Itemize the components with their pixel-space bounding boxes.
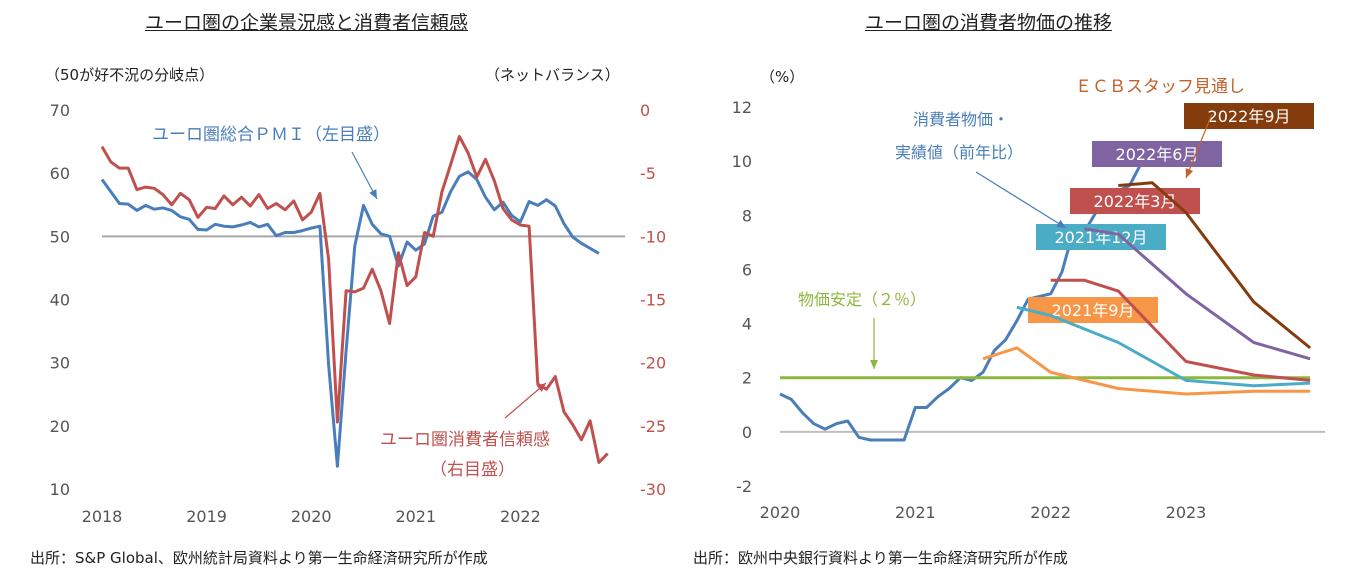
annotation-cpi-arrow-head [1056, 219, 1066, 228]
y-tick-right-0: 0 [640, 101, 650, 120]
y-tick--2: -2 [736, 477, 752, 496]
y-tick-right--15: -15 [640, 291, 666, 310]
right-axis-unit: （ネットバランス） [485, 66, 620, 84]
left-axis-unit: （50が好不況の分岐点） [45, 66, 214, 84]
x-tick-2021: 2021 [395, 507, 436, 526]
source-note-left: 出所：S&P Global、欧州統計局資料より第一生命経済研究所が作成 [30, 549, 488, 567]
projection-2022-6-label: 2022年6月 [1116, 145, 1199, 164]
y-tick-right--25: -25 [640, 417, 666, 436]
chart-left-plot: （50が好不況の分岐点） （ネットバランス） 70 60 50 40 30 20 10 0 -5 -1… [45, 66, 666, 526]
y-tick-left-50: 50 [50, 227, 70, 246]
chart-right-plot: （%） 12 10 8 6 4 2 0 -2 2020 2021 2022 2023 2021年9月 202… [732, 68, 1325, 522]
projection-2021-12-label: 2021年12月 [1054, 228, 1147, 247]
annotation-confidence-arrow-head [536, 383, 546, 392]
annotation-cpi-arrow [975, 171, 1067, 229]
projection-2022-3-line [1050, 278, 1311, 382]
y-tick-left-40: 40 [50, 291, 70, 310]
chart-title-left: ユーロ圏の企業景況感と消費者信頼感 [145, 12, 469, 34]
y-tick-left-30: 30 [50, 354, 70, 373]
projection-2022-9-label-box [1184, 103, 1314, 129]
y-tick-2: 2 [742, 369, 752, 388]
annotation-pmi: ユーロ圏総合ＰＭＩ（左目盛） [152, 125, 390, 145]
y-tick-left-60: 60 [50, 164, 70, 183]
x-tick-2018: 2018 [82, 507, 123, 526]
projection-2021-9-label: 2021年9月 [1052, 301, 1135, 320]
annotation-confidence-2: （右目盛） [430, 460, 515, 480]
x-tick-2019: 2019 [186, 507, 227, 526]
projection-2021-12-label-box [1036, 224, 1166, 250]
y-tick-0: 0 [742, 423, 752, 442]
y-tick-8: 8 [742, 206, 752, 225]
y-tick-left-70: 70 [50, 101, 70, 120]
annotation-ecb-arrow-head [1185, 168, 1194, 178]
y-tick-right--5: -5 [640, 164, 656, 183]
y-tick-10: 10 [732, 152, 752, 171]
projection-2022-9-line [1118, 181, 1312, 350]
annotation-ecb-arrow [1185, 113, 1213, 179]
x-tick-2022: 2022 [500, 507, 541, 526]
series-consumer-confidence-line [100, 135, 609, 464]
series-pmi-line [100, 170, 600, 468]
chart-panel-right: ユーロ圏の消費者物価の推移 （%） 12 10 8 6 4 2 0 -2 2020 2021 2022… [680, 0, 1360, 582]
y-tick-right--20: -20 [640, 354, 666, 373]
projection-2022-3-label-box [1070, 188, 1200, 214]
source-note-right: 出所：欧州中央銀行資料より第一生命経済研究所が作成 [693, 549, 1068, 567]
x-tick-2020: 2020 [760, 503, 801, 522]
x-tick-2021: 2021 [895, 503, 936, 522]
y-tick-right--10: -10 [640, 227, 666, 246]
y-tick-4: 4 [742, 315, 752, 334]
chart-panel-left: ユーロ圏の企業景況感と消費者信頼感 （50が好不況の分岐点） （ネットバランス） 7… [30, 12, 666, 567]
y-tick-left-20: 20 [50, 417, 70, 436]
y-tick-left-10: 10 [50, 480, 70, 499]
y-tick-12: 12 [732, 98, 752, 117]
annotation-price-stability-arrow-head [870, 360, 878, 369]
projection-2022-3-label: 2022年3月 [1094, 192, 1177, 211]
y-tick-right--30: -30 [640, 480, 666, 499]
projection-2021-9-line [982, 346, 1311, 396]
annotation-pmi-arrow-head [369, 189, 377, 199]
projection-2022-6-label-box [1092, 141, 1222, 167]
projection-2021-12-line [1016, 305, 1311, 388]
y-tick-6: 6 [742, 260, 752, 279]
projection-2022-9-label: 2022年9月 [1208, 107, 1291, 126]
chart-title-right: ユーロ圏の消費者物価の推移 [865, 12, 1113, 34]
annotation-confidence-1: ユーロ圏消費者信頼感 [380, 430, 550, 450]
y-axis-unit: （%） [760, 68, 804, 86]
projection-2022-6-line [1084, 227, 1311, 361]
annotation-cpi-1: 消費者物価・ [913, 110, 1009, 129]
annotation-price-stability: 物価安定（２％） [798, 290, 926, 309]
x-tick-2022: 2022 [1030, 503, 1071, 522]
annotation-cpi-2: 実績値（前年比） [895, 143, 1023, 162]
x-tick-2023: 2023 [1166, 503, 1207, 522]
x-tick-2020: 2020 [291, 507, 332, 526]
annotation-ecb: ＥＣＢスタッフ見通し [1075, 77, 1245, 97]
